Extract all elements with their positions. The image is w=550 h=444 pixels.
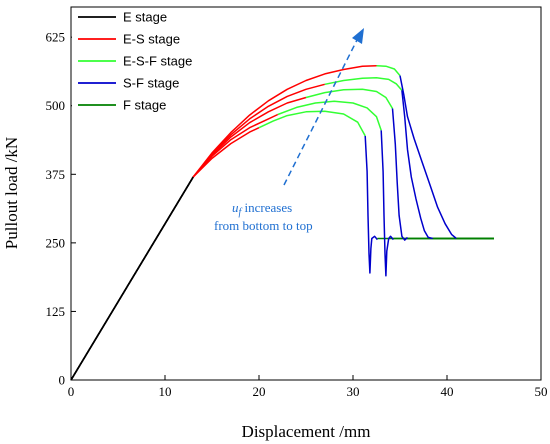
curve-5-e-s-f-stage-line xyxy=(376,64,401,77)
x-axis-title: Displacement /mm xyxy=(242,422,371,441)
x-tick-label: 0 xyxy=(68,384,75,399)
annotation-arrowhead xyxy=(352,28,364,44)
curve-1-s-f-stage-line xyxy=(364,135,378,274)
legend-label: S-F stage xyxy=(123,76,179,91)
y-tick-label: 125 xyxy=(46,304,66,319)
curve-5-s-f-stage-line xyxy=(399,75,457,240)
curve-3-s-f-stage-line xyxy=(391,108,409,241)
annotation-subscript: f xyxy=(239,207,243,218)
curve-3-e-s-f-stage-line xyxy=(305,88,394,109)
x-tick-label: 50 xyxy=(535,384,548,399)
curve-2-s-f-stage-line xyxy=(380,130,394,277)
legend-box xyxy=(72,8,214,120)
legend: E stage E-S stage E-S-F stage S-F stage F st… xyxy=(78,10,192,113)
x-tick-label: 40 xyxy=(441,384,454,399)
y-tick-label: 0 xyxy=(59,373,66,388)
curve-5-e-s-stage-line xyxy=(192,64,377,178)
plot-frame xyxy=(70,6,542,381)
y-tick-label: 625 xyxy=(46,30,66,45)
x-tick-label: 20 xyxy=(253,384,266,399)
annotation-line-1-text: increases xyxy=(241,200,292,215)
y-axis-title: Pullout load /kN xyxy=(2,137,21,249)
curve-1-e-s-stage-line xyxy=(192,127,260,178)
legend-label: F stage xyxy=(123,98,166,113)
y-tick-label: 375 xyxy=(46,167,66,182)
curves xyxy=(70,64,494,381)
curve-2-e-s-f-stage-line xyxy=(277,100,382,131)
legend-label: E-S stage xyxy=(123,32,180,47)
x-tick-label: 30 xyxy=(347,384,360,399)
curve-5-e-stage-line xyxy=(70,176,194,381)
annotation-arrow xyxy=(283,37,359,186)
curve-4-e-s-stage-line xyxy=(192,83,325,178)
annotation-symbol: u xyxy=(232,200,239,215)
curve-2-e-s-stage-line xyxy=(192,113,279,178)
y-tick-label: 500 xyxy=(46,98,66,113)
annotation: uf increases from bottom to top xyxy=(214,28,364,233)
legend-label: E stage xyxy=(123,10,167,25)
curve-4-e-s-f-stage-line xyxy=(324,77,403,91)
x-tick-label: 10 xyxy=(159,384,172,399)
curve-1-e-s-f-stage-line xyxy=(258,110,366,137)
curve-4-s-f-stage-line xyxy=(401,90,434,240)
y-tick-label: 250 xyxy=(46,235,66,250)
annotation-line-2: from bottom to top xyxy=(214,218,313,233)
annotation-line-1: uf increases xyxy=(232,200,292,218)
legend-label: E-S-F stage xyxy=(123,54,192,69)
